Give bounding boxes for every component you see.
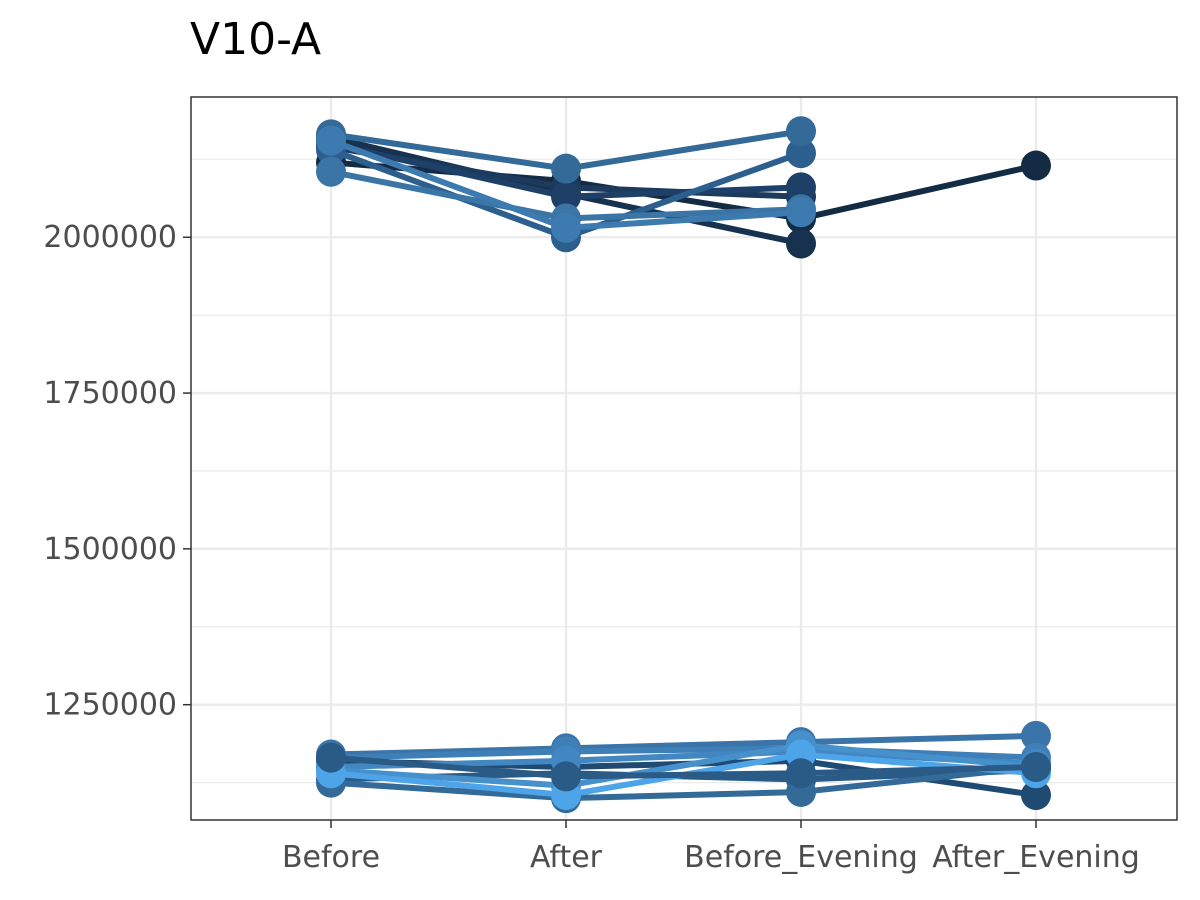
- panel-border: [190, 96, 1178, 821]
- series-17: [316, 742, 1051, 792]
- x-tick-label: After_Evening: [932, 840, 1140, 875]
- data-point: [786, 228, 816, 259]
- series-8: [316, 125, 816, 243]
- data-point: [551, 761, 581, 792]
- data-point: [1021, 780, 1051, 811]
- y-tick-label: 1750000: [43, 376, 177, 411]
- data-point: [1021, 720, 1051, 751]
- data-point: [1021, 150, 1051, 181]
- data-point: [551, 212, 581, 243]
- data-point: [786, 197, 816, 228]
- grid: [191, 97, 1177, 820]
- series-line: [328, 754, 1039, 780]
- plot-panel: [191, 97, 1177, 820]
- x-tick-label: Before_Evening: [684, 840, 918, 875]
- data-point: [786, 758, 816, 789]
- axes: 1250000 1500000 1750000 2000000 Before After B…: [43, 220, 1139, 875]
- data-point: [551, 181, 581, 212]
- data-point: [786, 138, 816, 169]
- y-tick-label: 1500000: [43, 532, 177, 567]
- data-point: [316, 742, 346, 773]
- y-tick-label: 1250000: [43, 688, 177, 723]
- data-point: [316, 125, 346, 156]
- data-point: [316, 156, 346, 187]
- x-tick-label: Before: [282, 840, 380, 875]
- series-line: [328, 764, 1039, 802]
- series-6: [316, 116, 816, 184]
- series-line: [328, 742, 1039, 789]
- y-tick-label: 2000000: [43, 220, 177, 255]
- data-point: [786, 172, 816, 203]
- series-line: [328, 745, 1039, 761]
- x-tick-label: After: [530, 840, 603, 875]
- data-point: [786, 116, 816, 147]
- chart-title: V10-A: [190, 14, 322, 65]
- data-point: [1021, 752, 1051, 783]
- data-point: [551, 153, 581, 184]
- series-layer: [316, 116, 1051, 814]
- series-line: [328, 732, 1039, 758]
